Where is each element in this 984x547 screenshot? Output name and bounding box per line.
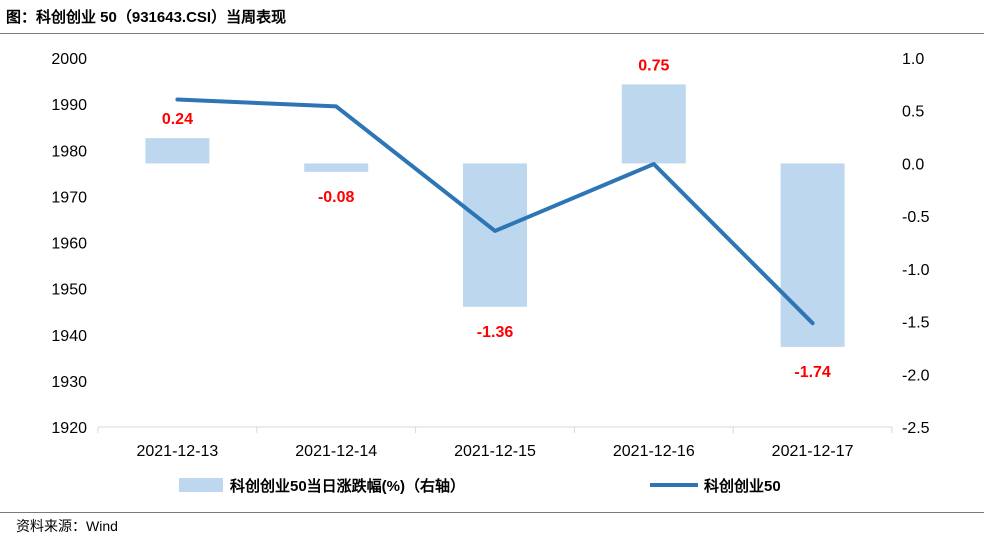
y-left-tick-label-0: 1920 [51,420,87,437]
y-left-tick-label-3: 1950 [51,282,87,299]
y-left-tick-label-7: 1990 [51,97,87,114]
title-divider [0,33,984,34]
y-right-tick-label-0: -2.5 [902,420,930,437]
legend-label-bar: 科创创业50当日涨跌幅(%)（右轴） [230,477,465,495]
legend-label-line: 科创创业50 [704,477,781,495]
y-right-tick-label-4: -0.5 [902,209,930,226]
x-tick-label-0: 2021-12-13 [136,443,218,460]
y-right-tick-label-3: -1.0 [902,262,930,279]
y-right-tick-label-7: 1.0 [902,51,924,68]
bar-2 [463,163,527,307]
data-label-3: 0.75 [638,57,669,74]
y-left-tick-label-1: 1930 [51,374,87,391]
y-left-tick-label-6: 1980 [51,143,87,160]
source-note: 资料来源：Wind [16,518,118,534]
x-tick-label-2: 2021-12-15 [454,443,536,460]
y-right-tick-label-5: 0.0 [902,156,924,173]
x-tick-label-4: 2021-12-17 [772,443,854,460]
chart-title: 图：科创创业 50（931643.CSI）当周表现 [6,9,287,26]
y-right-tick-label-1: -2.0 [902,367,930,384]
y-left-tick-label-8: 2000 [51,51,87,68]
x-tick-label-1: 2021-12-14 [295,443,377,460]
y-left-tick-label-4: 1960 [51,236,87,253]
data-label-2: -1.36 [477,324,514,341]
x-tick-label-3: 2021-12-16 [613,443,695,460]
y-right-tick-label-2: -1.5 [902,315,930,332]
y-left-tick-label-5: 1970 [51,189,87,206]
y-left-tick-label-2: 1940 [51,328,87,345]
bar-3 [621,84,686,164]
y-right-tick-label-6: 0.5 [902,104,924,121]
data-label-1: -0.08 [318,189,355,206]
source-divider [0,512,984,513]
legend-swatch-bar [179,478,223,492]
bar-4 [780,163,845,347]
bar-0 [145,138,210,164]
bar-1 [304,163,369,172]
data-label-4: -1.74 [794,364,831,381]
data-label-0: 0.24 [162,111,193,128]
